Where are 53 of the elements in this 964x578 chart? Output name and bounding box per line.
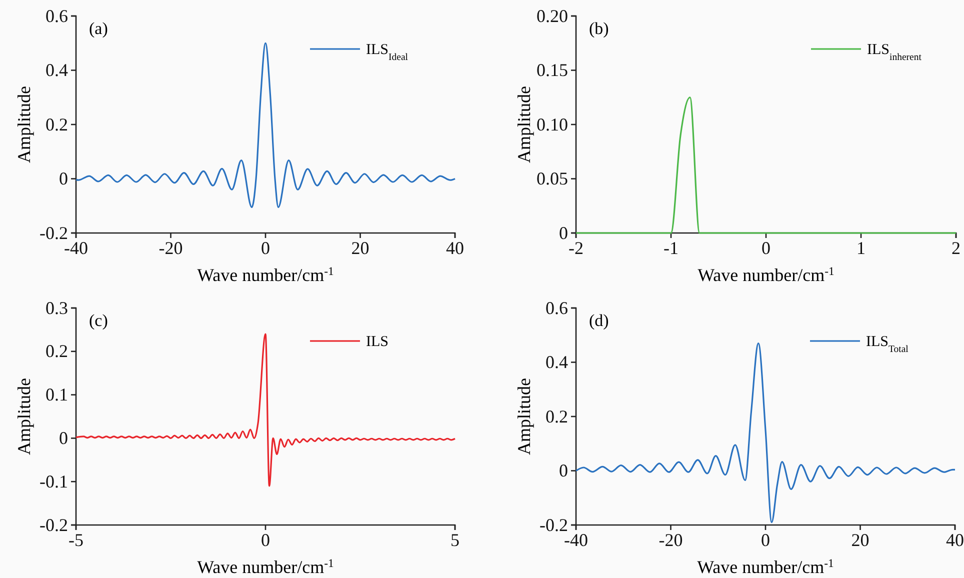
x-tick-label: 0 xyxy=(261,238,270,258)
x-tick-label: 0 xyxy=(762,238,770,258)
y-tick-label: 0.2 xyxy=(46,114,68,134)
legend-label: ILS$_{Total}$ xyxy=(866,334,909,354)
y-tick-label: 0.2 xyxy=(546,406,568,426)
y-axis-title: Amplitude xyxy=(14,86,34,163)
y-axis-title: Amplitude xyxy=(514,86,534,163)
y-tick-label: -0.2 xyxy=(40,514,68,535)
x-tick-label: 0 xyxy=(761,530,770,550)
x-tick-label: 20 xyxy=(351,238,370,258)
y-tick-label: -0.1 xyxy=(40,471,68,492)
y-tick-label: 0 xyxy=(559,460,568,481)
x-tick-label: 1 xyxy=(856,238,866,258)
y-tick-label: 0.2 xyxy=(46,341,68,362)
x-tick-label: 40 xyxy=(446,238,464,258)
x-tick-label: 2 xyxy=(952,238,960,258)
x-tick-label: 40 xyxy=(946,530,964,550)
y-tick-label: 0.05 xyxy=(536,168,568,189)
x-tick-label: -20 xyxy=(658,530,683,550)
x-axis-title: Wave number/cm$^{-1}$ xyxy=(197,264,334,285)
y-axis-title: Amplitude xyxy=(514,378,534,455)
x-tick-label: 5 xyxy=(450,530,460,550)
x-axis-title: Wave number/cm$^{-1}$ xyxy=(698,264,835,285)
y-tick-label: 0.6 xyxy=(546,298,568,318)
annotation: (a) xyxy=(89,19,108,38)
y-tick-label: 0.6 xyxy=(46,6,68,26)
y-tick-label: 0.1 xyxy=(46,384,68,405)
x-tick-label: -5 xyxy=(68,530,84,550)
annotation: (c) xyxy=(89,311,108,330)
legend-label: ILS$_{inherent}$ xyxy=(867,42,922,62)
x-tick-label: 0 xyxy=(261,530,270,550)
x-tick-label: -1 xyxy=(664,238,678,258)
legend-label: ILS xyxy=(366,334,388,350)
y-tick-label: 0.15 xyxy=(536,60,568,80)
y-tick-label: 0.20 xyxy=(536,6,568,26)
y-tick-label: 0 xyxy=(59,168,68,189)
y-axis-title: Amplitude xyxy=(14,378,34,455)
x-tick-label: 20 xyxy=(851,530,870,550)
x-tick-label: -2 xyxy=(568,238,584,258)
x-axis-title: Wave number/cm$^{-1}$ xyxy=(697,556,834,577)
y-tick-label: 0.4 xyxy=(46,60,68,80)
y-tick-label: 0.3 xyxy=(46,298,68,318)
y-tick-label: 0 xyxy=(59,428,68,448)
y-tick-label: 0.4 xyxy=(546,352,568,372)
y-tick-label: 0.10 xyxy=(536,114,568,134)
x-axis-title: Wave number/cm$^{-1}$ xyxy=(197,556,334,577)
line-series xyxy=(75,333,456,487)
y-tick-label: 0 xyxy=(559,222,568,243)
x-tick-label: -20 xyxy=(158,238,183,258)
annotation: (b) xyxy=(589,19,609,38)
annotation: (d) xyxy=(589,311,609,330)
legend-label: ILS$_{Ideal}$ xyxy=(366,42,408,62)
line-series xyxy=(75,42,456,208)
